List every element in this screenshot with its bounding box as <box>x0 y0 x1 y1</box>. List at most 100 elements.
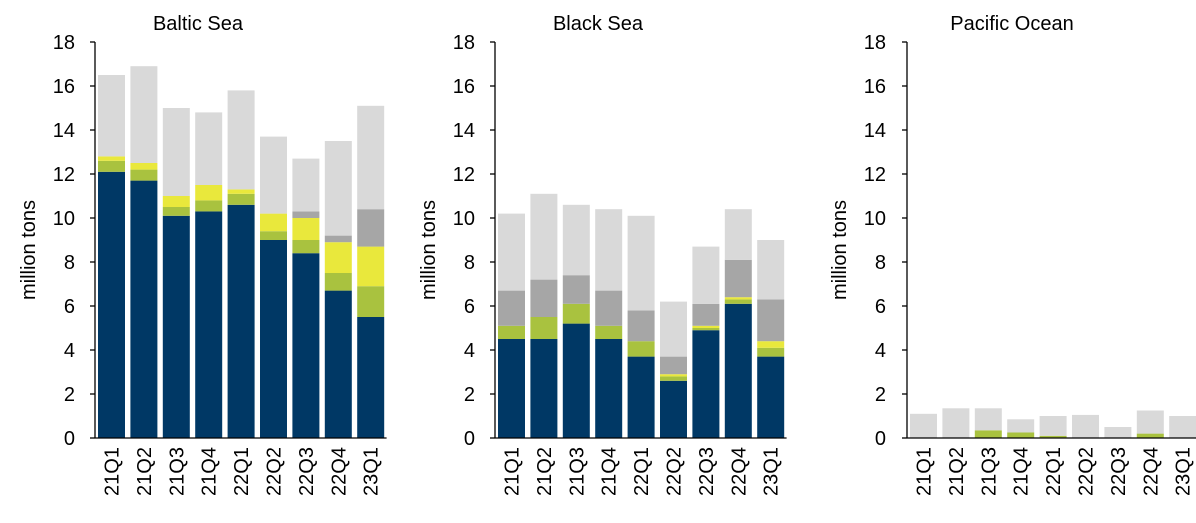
bar-segment-5-21Q3 <box>162 108 190 196</box>
bar-segment-4-22Q3 <box>692 303 720 326</box>
bar-segment-2-21Q2 <box>130 169 158 181</box>
bar-segment-4-22Q1 <box>627 310 655 342</box>
bar-segment-2-22Q3 <box>292 240 320 254</box>
bar-segment-1-22Q1 <box>227 204 255 438</box>
bar-segment-5-21Q1 <box>98 75 125 157</box>
bar-segment-3-22Q1 <box>227 189 255 194</box>
bar-segment-2-22Q1 <box>1039 435 1067 438</box>
bar-segment-5-22Q2 <box>260 136 287 214</box>
y-tick-label: 14 <box>453 120 475 142</box>
y-tick-label: 14 <box>53 120 75 142</box>
bar-segment-3-22Q2 <box>260 213 287 232</box>
bar-segment-1-22Q4 <box>724 303 752 438</box>
x-tick-label: 23Q1 <box>361 447 383 496</box>
y-tick-label: 8 <box>875 252 886 274</box>
bar-segment-5-21Q4 <box>195 112 223 185</box>
x-tick-label: 22Q1 <box>631 447 653 496</box>
y-tick-label: 14 <box>864 120 886 142</box>
y-tick-label: 0 <box>464 428 475 450</box>
bar-segment-2-22Q4 <box>724 299 752 304</box>
bar-segment-5-22Q3 <box>692 246 720 304</box>
x-tick-label: 22Q3 <box>296 447 318 496</box>
bar-segment-2-22Q3 <box>692 328 720 331</box>
y-tick-label: 10 <box>53 208 75 230</box>
bar-segment-5-22Q4 <box>724 209 752 260</box>
bar-segment-1-22Q3 <box>692 330 720 438</box>
y-tick-label: 2 <box>875 384 886 406</box>
y-tick-label: 18 <box>453 32 475 54</box>
bar-segment-1-21Q2 <box>530 339 558 438</box>
bar-segment-1-21Q1 <box>498 339 525 438</box>
y-tick-label: 6 <box>464 296 475 318</box>
y-tick-label: 0 <box>64 428 75 450</box>
bar-segment-2-22Q2 <box>660 376 687 381</box>
x-tick-label: 22Q2 <box>664 447 686 496</box>
y-tick-label: 16 <box>53 76 75 98</box>
bar-segment-1-22Q4 <box>324 290 352 438</box>
bar-segment-4-22Q2 <box>660 356 687 375</box>
x-tick-label: 21Q2 <box>946 447 968 496</box>
bar-segment-2-23Q1 <box>357 286 385 317</box>
x-tick-label: 21Q1 <box>914 447 936 496</box>
bar-segment-1-21Q4 <box>195 211 223 438</box>
bar-segment-3-22Q3 <box>692 325 720 328</box>
bar-segment-1-23Q1 <box>757 356 785 438</box>
bar-segment-2-21Q4 <box>1007 432 1035 438</box>
x-tick-label: 22Q4 <box>728 447 750 496</box>
bar-segment-5-21Q3 <box>562 204 590 276</box>
bar-segment-5-21Q4 <box>1007 419 1035 433</box>
bar-segment-5-22Q1 <box>1039 416 1067 436</box>
bar-segment-5-22Q1 <box>627 215 655 311</box>
x-tick-label: 22Q1 <box>1043 447 1065 496</box>
bar-segment-5-22Q4 <box>324 141 352 236</box>
x-tick-label: 22Q3 <box>696 447 718 496</box>
bar-segment-1-22Q3 <box>292 253 320 438</box>
y-tick-label: 0 <box>875 428 886 450</box>
bar-segment-3-23Q1 <box>757 341 785 348</box>
y-tick-label: 16 <box>864 76 886 98</box>
y-tick-label: 16 <box>453 76 475 98</box>
pacific-ocean-panel: Pacific Ocean million tons 21Q1 21Q2 21Q3 2… <box>829 13 1196 496</box>
bar-segment-4-22Q3 <box>292 211 320 218</box>
bar-segment-2-23Q1 <box>757 347 785 357</box>
x-tick-label: 21Q3 <box>566 447 588 496</box>
baltic-sea-panel: Baltic Sea million tons 21Q1 21Q2 21Q3 21Q4… <box>18 13 387 496</box>
bar-segment-3-21Q2 <box>130 163 158 170</box>
bar-segment-3-21Q4 <box>195 185 223 201</box>
bar-segment-1-23Q1 <box>357 317 385 438</box>
chart-title: Black Sea <box>553 13 644 35</box>
bar-segment-1-21Q2 <box>130 180 158 438</box>
bar-segment-3-22Q4 <box>324 242 352 273</box>
bar-segment-2-21Q3 <box>562 303 590 324</box>
x-tick-label: 21Q4 <box>599 447 621 496</box>
bar-segment-5-23Q1 <box>757 240 785 300</box>
x-tick-label: 21Q3 <box>166 447 188 496</box>
bar-segment-1-21Q3 <box>562 323 590 438</box>
bar-segment-5-21Q2 <box>942 408 970 438</box>
bar-segment-4-22Q4 <box>724 259 752 298</box>
y-tick-label: 10 <box>864 208 886 230</box>
y-tick-label: 18 <box>53 32 75 54</box>
bar-segment-5-21Q2 <box>530 193 558 280</box>
bar-segment-2-22Q4 <box>324 273 352 291</box>
y-tick-label: 4 <box>875 340 886 362</box>
bar-segment-3-22Q3 <box>292 218 320 240</box>
x-tick-label: 22Q4 <box>1140 447 1162 496</box>
bar-segment-2-21Q1 <box>98 160 125 172</box>
y-tick-label: 6 <box>875 296 886 318</box>
x-tick-label: 21Q3 <box>978 447 1000 496</box>
y-tick-label: 8 <box>464 252 475 274</box>
x-tick-label: 22Q2 <box>1076 447 1098 496</box>
bar-segment-4-21Q3 <box>562 275 590 304</box>
bar-segment-4-21Q1 <box>498 290 525 326</box>
bar-segment-5-22Q2 <box>1072 414 1099 438</box>
y-tick-label: 12 <box>864 164 886 186</box>
bar-segment-5-21Q1 <box>910 413 937 438</box>
bar-segment-5-22Q1 <box>227 90 255 190</box>
y-tick-label: 10 <box>453 208 475 230</box>
bar-segment-3-23Q1 <box>357 246 385 287</box>
bar-segment-5-22Q3 <box>1104 427 1132 438</box>
bar-segment-2-21Q3 <box>162 207 190 216</box>
x-tick-label: 21Q2 <box>534 447 556 496</box>
x-tick-label: 21Q2 <box>134 447 156 496</box>
